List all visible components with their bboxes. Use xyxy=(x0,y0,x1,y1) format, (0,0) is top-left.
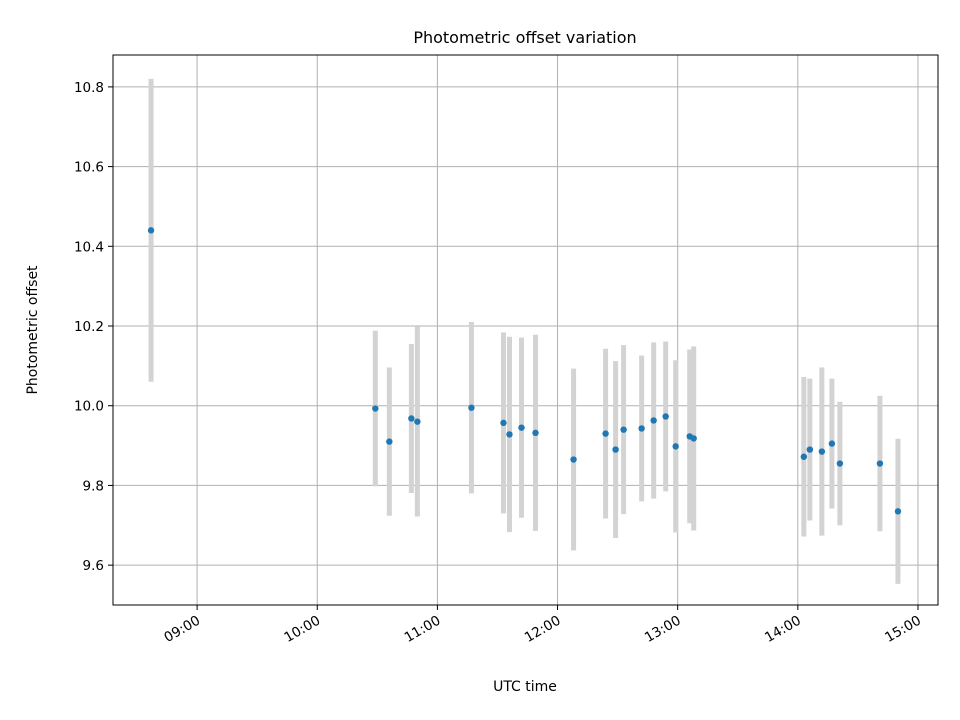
data-point xyxy=(828,440,836,447)
data-point xyxy=(532,429,539,437)
y-axis-label: Photometric offset xyxy=(25,265,41,395)
x-axis-label: UTC time xyxy=(493,679,557,695)
data-point xyxy=(612,446,619,453)
y-tick-label: 9.8 xyxy=(83,478,104,494)
data-point xyxy=(408,415,415,422)
data-point xyxy=(876,460,884,467)
plot-area xyxy=(113,55,938,605)
data-point xyxy=(506,431,513,438)
data-point xyxy=(836,460,844,467)
data-point xyxy=(518,424,525,431)
data-point xyxy=(638,425,645,432)
data-point xyxy=(372,405,379,412)
data-point xyxy=(806,446,814,453)
y-tick-label: 10.8 xyxy=(74,80,104,96)
y-axis-ticks: 9.6 9.8 10.0 10.2 10.4 10.6 10.8 xyxy=(74,80,113,574)
data-point xyxy=(500,419,507,427)
data-point xyxy=(662,413,669,420)
data-points xyxy=(147,227,902,515)
grid xyxy=(113,55,938,605)
data-point xyxy=(147,227,155,234)
data-point xyxy=(690,435,697,442)
data-point xyxy=(602,430,609,437)
y-tick-label: 10.0 xyxy=(74,399,104,415)
data-point xyxy=(386,438,393,445)
y-tick-label: 9.6 xyxy=(83,558,104,574)
data-point xyxy=(800,453,808,460)
data-point xyxy=(570,456,577,463)
data-point xyxy=(650,417,657,424)
plot-frame xyxy=(112,54,939,606)
data-point xyxy=(818,448,826,455)
data-point xyxy=(672,443,679,450)
data-point xyxy=(468,404,475,411)
data-point xyxy=(894,508,902,515)
data-point xyxy=(414,418,421,425)
chart-title: Photometric offset variation xyxy=(413,28,636,47)
y-tick-label: 10.6 xyxy=(74,160,104,176)
y-tick-label: 10.4 xyxy=(74,239,104,255)
data-point xyxy=(620,426,627,433)
y-tick-label: 10.2 xyxy=(74,319,104,335)
